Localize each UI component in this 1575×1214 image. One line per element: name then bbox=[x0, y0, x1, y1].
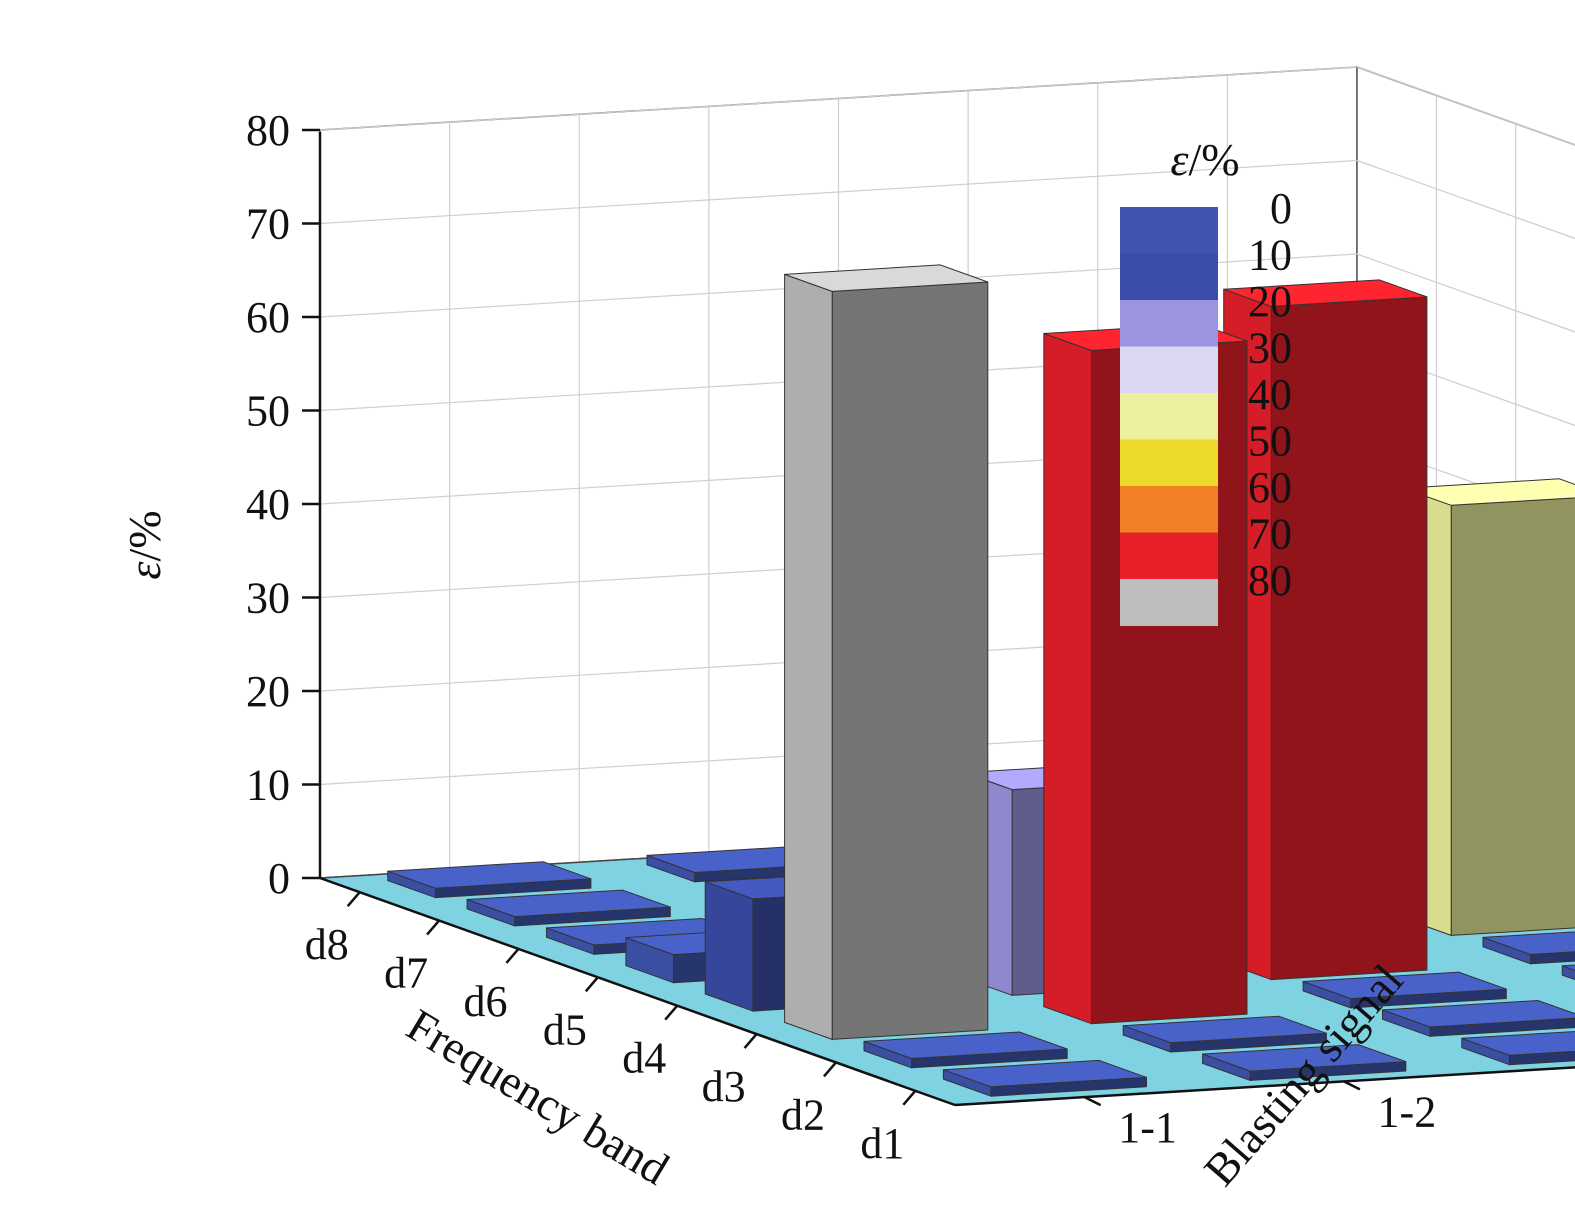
legend-label: 60 bbox=[1248, 463, 1292, 512]
bar-top bbox=[1482, 931, 1575, 956]
bar-side bbox=[831, 281, 989, 1040]
frequency-tick bbox=[584, 976, 599, 993]
legend-label: 40 bbox=[1248, 370, 1292, 419]
frequency-tick bbox=[822, 1061, 837, 1078]
frequency-tick bbox=[346, 891, 361, 908]
legend-swatch bbox=[1120, 253, 1218, 301]
z-axis: 0 10 20 30 40 50 60 70 80 bbox=[246, 106, 322, 903]
z-gridline bbox=[1356, 159, 1575, 240]
frequency-tick-label: d8 bbox=[305, 920, 349, 969]
x-axis-title: Frequency band bbox=[398, 999, 677, 1195]
z-tick-label: 80 bbox=[246, 106, 290, 155]
frequency-tick-label: d5 bbox=[543, 1005, 587, 1054]
signal-tick-label: 1-1 bbox=[1118, 1103, 1177, 1152]
legend-swatch bbox=[1120, 579, 1218, 626]
bar-d7-1-2 bbox=[1122, 1015, 1327, 1053]
signal-tick bbox=[1343, 1080, 1361, 1091]
frequency-tick-label: d2 bbox=[781, 1090, 825, 1139]
bar-front bbox=[704, 881, 754, 1012]
legend-swatch bbox=[1120, 486, 1218, 533]
z-tick-label: 70 bbox=[246, 200, 290, 249]
bars bbox=[387, 264, 1575, 1097]
bar-front bbox=[1043, 332, 1092, 1025]
z-axis-title: ε/% bbox=[119, 510, 170, 579]
bar-d1-1-1 bbox=[387, 861, 592, 899]
bar-top bbox=[1403, 478, 1575, 506]
z-tick-label: 40 bbox=[246, 480, 290, 529]
bar-top bbox=[1123, 1015, 1327, 1044]
bar-side bbox=[1270, 296, 1428, 981]
signal-axis: 1-11-22-12-2 bbox=[954, 1066, 1575, 1152]
bar-top bbox=[1382, 999, 1575, 1028]
bar-d6-2-2 bbox=[1561, 964, 1575, 981]
frequency-band-axis: d8 d7 d6 d5 d4 d3 d2 d1 bbox=[305, 876, 956, 1168]
bar-d7-2-1 bbox=[1382, 999, 1575, 1038]
legend-label: 30 bbox=[1248, 324, 1292, 373]
frequency-axis-line bbox=[319, 876, 956, 1107]
bar-d8-1-2 bbox=[1202, 1044, 1407, 1082]
bar-top bbox=[784, 264, 988, 292]
frequency-tick bbox=[743, 1033, 758, 1049]
bar-d6-2-1 bbox=[1302, 971, 1507, 1009]
signal-axis-line bbox=[954, 1066, 1575, 1107]
bar-d6-1-1 bbox=[784, 264, 989, 1041]
z-gridline bbox=[1356, 346, 1575, 427]
legend-swatch bbox=[1120, 207, 1218, 254]
legend-label: 20 bbox=[1248, 277, 1292, 326]
bar-top bbox=[863, 1031, 1068, 1060]
bar-d8-2-1 bbox=[1461, 1030, 1575, 1066]
bar-top bbox=[1562, 964, 1575, 971]
legend-swatch bbox=[1120, 393, 1218, 440]
signal-tick-label: 1-2 bbox=[1378, 1087, 1437, 1136]
bar-d4-2-2 bbox=[1403, 478, 1575, 937]
legend-swatch bbox=[1120, 439, 1218, 487]
frequency-tick bbox=[426, 919, 441, 936]
bar-top bbox=[387, 861, 592, 889]
legend-label: 0 bbox=[1270, 184, 1292, 233]
signal-tick bbox=[1084, 1096, 1102, 1107]
frequency-tick bbox=[902, 1089, 917, 1106]
z-gridline bbox=[1356, 253, 1575, 333]
z-tick-label: 50 bbox=[246, 387, 290, 436]
z-gridline bbox=[1356, 66, 1575, 146]
z-tick-label: 10 bbox=[246, 761, 290, 810]
bar-top bbox=[943, 1059, 1147, 1088]
legend-swatch bbox=[1120, 532, 1218, 580]
frequency-tick-label: d6 bbox=[463, 977, 507, 1026]
bar-side bbox=[1450, 497, 1575, 936]
legend-label: 50 bbox=[1248, 417, 1292, 466]
bar-top bbox=[1223, 279, 1428, 307]
legend-title: ε/% bbox=[1170, 134, 1239, 185]
bar-d2-1-1 bbox=[466, 889, 671, 927]
z-tick-label: 60 bbox=[246, 293, 290, 342]
bar-d8-1-1 bbox=[942, 1059, 1147, 1097]
z-tick-label: 20 bbox=[246, 667, 290, 716]
bar-top bbox=[1461, 1030, 1575, 1056]
legend-label: 10 bbox=[1248, 231, 1292, 280]
frequency-tick-label: d1 bbox=[860, 1119, 904, 1168]
z-gridline bbox=[1356, 440, 1575, 520]
z-tick-label: 0 bbox=[268, 854, 290, 903]
z-tick-label: 30 bbox=[246, 574, 290, 623]
bar-d5-2-2 bbox=[1482, 931, 1575, 965]
bar-front bbox=[784, 273, 833, 1041]
frequency-tick-label: d4 bbox=[622, 1034, 666, 1083]
bar-top bbox=[466, 889, 671, 918]
frequency-tick-label: d3 bbox=[702, 1062, 746, 1111]
frequency-tick-label: d7 bbox=[384, 949, 428, 998]
bar-d7-1-1 bbox=[863, 1031, 1068, 1069]
bar-top bbox=[1202, 1044, 1406, 1072]
legend-swatch bbox=[1120, 346, 1218, 394]
frequency-tick bbox=[505, 948, 520, 964]
legend-label: 70 bbox=[1248, 510, 1292, 559]
bar-top bbox=[1302, 971, 1507, 1000]
legend-label: 80 bbox=[1248, 556, 1292, 605]
legend-swatch bbox=[1120, 300, 1218, 347]
frequency-tick bbox=[664, 1004, 679, 1021]
